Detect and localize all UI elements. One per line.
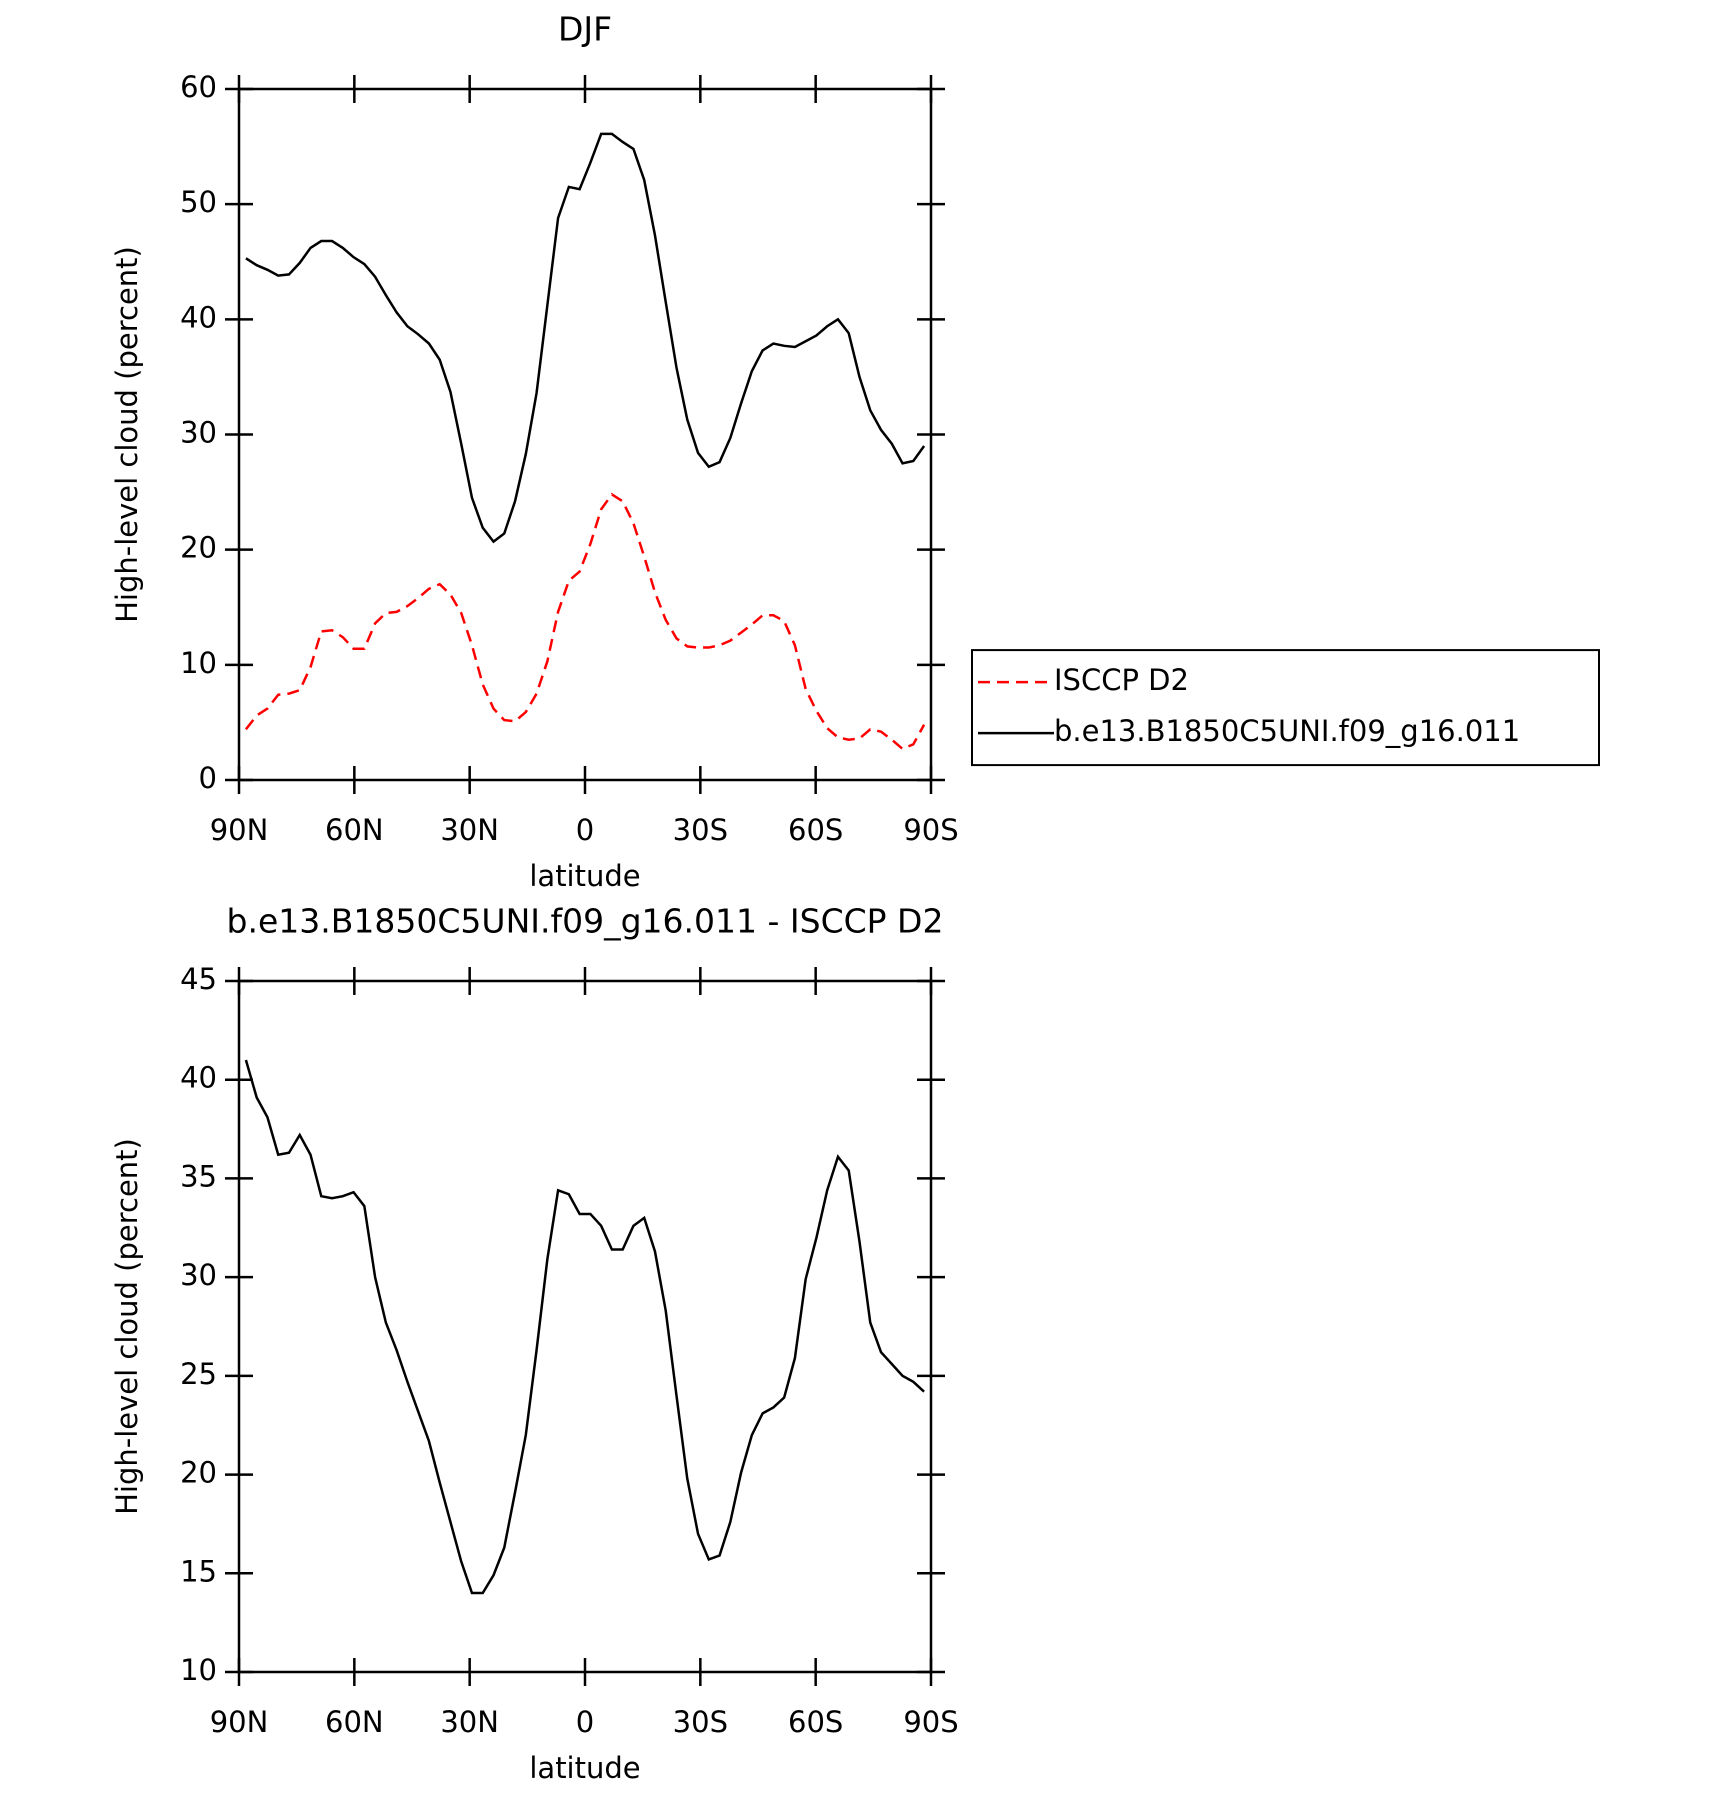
legend-label: b.e13.B1850C5UNI.f09_g16.011 — [1054, 714, 1520, 748]
data-line — [244, 1059, 925, 1595]
x-tick-label: 90S — [903, 1705, 958, 1739]
y-tick-label: 35 — [180, 1159, 217, 1193]
y-tick-label: 20 — [180, 531, 217, 565]
x-tick-label: 0 — [576, 813, 594, 847]
chart-title: DJF — [558, 10, 612, 49]
y-axis-label: High-level cloud (percent) — [110, 246, 144, 623]
x-tick-label: 60S — [788, 1705, 843, 1739]
plot-frame — [237, 979, 933, 1674]
x-axis-label: latitude — [529, 859, 640, 893]
x-tick-label: 60N — [325, 1705, 384, 1739]
chart-title: b.e13.B1850C5UNI.f09_g16.011 - ISCCP D2 — [227, 902, 944, 941]
x-tick-label: 90N — [210, 813, 269, 847]
y-tick-label: 20 — [180, 1456, 217, 1490]
x-axis-label: latitude — [529, 1751, 640, 1785]
y-tick-label: 30 — [180, 1258, 217, 1292]
y-tick-label: 10 — [180, 646, 217, 680]
legend-box — [971, 649, 1600, 767]
y-tick-label: 50 — [180, 185, 217, 219]
y-tick-label: 30 — [180, 416, 217, 450]
y-tick-label: 60 — [180, 70, 217, 104]
x-tick-label: 60S — [788, 813, 843, 847]
y-tick-label: 10 — [180, 1653, 217, 1687]
y-tick-label: 0 — [199, 761, 217, 795]
x-tick-label: 30N — [440, 1705, 499, 1739]
x-tick-label: 60N — [325, 813, 384, 847]
y-tick-label: 45 — [180, 962, 217, 996]
legend-label: ISCCP D2 — [1054, 663, 1189, 697]
x-tick-label: 30N — [440, 813, 499, 847]
y-tick-label: 40 — [180, 1061, 217, 1095]
data-line — [244, 492, 926, 751]
x-tick-label: 30S — [673, 1705, 728, 1739]
y-tick-label: 40 — [180, 300, 217, 334]
x-tick-label: 90S — [903, 813, 958, 847]
y-tick-label: 25 — [180, 1357, 217, 1391]
plot-frame — [237, 87, 933, 782]
data-line — [245, 132, 926, 544]
y-axis-label: High-level cloud (percent) — [110, 1138, 144, 1515]
x-tick-label: 0 — [576, 1705, 594, 1739]
y-tick-label: 15 — [180, 1554, 217, 1588]
x-tick-label: 30S — [673, 813, 728, 847]
x-tick-label: 90N — [210, 1705, 269, 1739]
